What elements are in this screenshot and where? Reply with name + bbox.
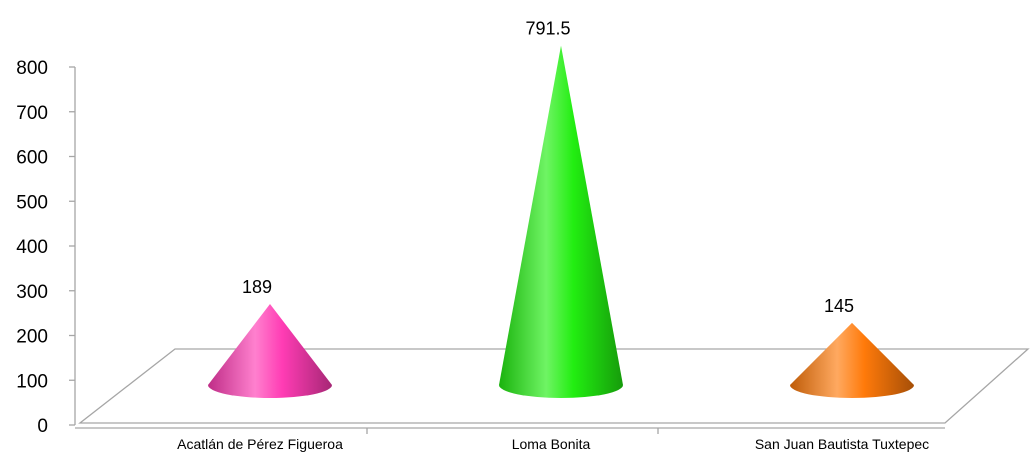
y-tick-label: 200	[16, 327, 48, 348]
y-tick-label: 100	[16, 371, 48, 392]
floor-outline	[78, 348, 1030, 424]
data-label: 145	[824, 296, 854, 316]
cone-body	[790, 322, 914, 398]
data-label: 791.5	[525, 19, 570, 39]
x-tick-label: San Juan Bautista Tuxtepec	[755, 436, 929, 452]
plot-area: 189 791.5 145	[208, 19, 914, 398]
y-tick-label: 800	[16, 58, 48, 79]
y-tick-label: 300	[16, 282, 48, 303]
cone-body	[208, 303, 332, 398]
data-label: 189	[242, 277, 272, 297]
y-tick-label: 600	[16, 148, 48, 169]
x-tick-label: Loma Bonita	[512, 436, 591, 452]
cone-body	[499, 45, 623, 398]
cone-mark	[499, 45, 623, 398]
y-tick-label: 700	[16, 103, 48, 124]
x-axis: Acatlán de Pérez Figueroa Loma Bonita San …	[75, 427, 945, 452]
x-tick-label: Acatlán de Pérez Figueroa	[177, 436, 343, 452]
cone-mark	[208, 303, 332, 398]
y-tick-label: 0	[37, 416, 48, 437]
y-tick-label: 400	[16, 237, 48, 258]
cone-mark	[790, 322, 914, 398]
y-tick-label: 500	[16, 192, 48, 213]
chart-floor	[78, 348, 1030, 424]
y-axis: 0 100 200 300 400 500 600 700 800	[16, 58, 76, 437]
